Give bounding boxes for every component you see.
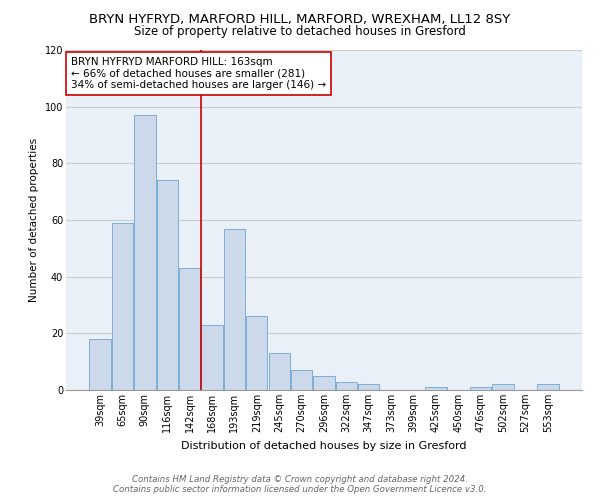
Bar (425, 387, 446, 390)
Bar (112, 223, 133, 390)
Bar (246, 316, 268, 390)
Bar (202, 325, 223, 390)
Bar (336, 382, 357, 390)
Bar (493, 384, 514, 390)
X-axis label: Distribution of detached houses by size in Gresford: Distribution of detached houses by size … (181, 440, 467, 450)
Bar (179, 268, 200, 390)
Bar (358, 384, 379, 390)
Text: BRYN HYFRYD MARFORD HILL: 163sqm
← 66% of detached houses are smaller (281)
34% : BRYN HYFRYD MARFORD HILL: 163sqm ← 66% o… (71, 57, 326, 90)
Bar (313, 376, 335, 390)
Text: Size of property relative to detached houses in Gresford: Size of property relative to detached ho… (134, 25, 466, 38)
Text: Contains HM Land Registry data © Crown copyright and database right 2024.
Contai: Contains HM Land Registry data © Crown c… (113, 474, 487, 494)
Bar (291, 370, 312, 390)
Bar (224, 228, 245, 390)
Text: BRYN HYFRYD, MARFORD HILL, MARFORD, WREXHAM, LL12 8SY: BRYN HYFRYD, MARFORD HILL, MARFORD, WREX… (89, 12, 511, 26)
Bar (89, 339, 111, 390)
Bar (470, 387, 491, 390)
Bar (269, 353, 290, 390)
Y-axis label: Number of detached properties: Number of detached properties (29, 138, 39, 302)
Bar (157, 180, 178, 390)
Bar (537, 384, 559, 390)
Bar (134, 115, 155, 390)
